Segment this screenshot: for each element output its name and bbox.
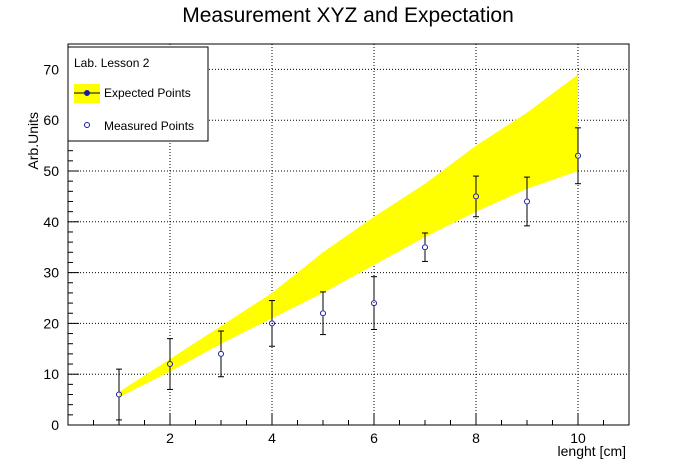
legend-measured-label: Measured Points: [104, 119, 194, 133]
y-tick-label: 10: [43, 366, 59, 382]
legend-expected-marker: [84, 90, 90, 96]
legend-measured-marker: [84, 122, 90, 128]
data-point: [524, 198, 530, 205]
y-tick-label: 50: [43, 163, 59, 179]
chart-title: Measurement XYZ and Expectation: [182, 4, 514, 27]
data-point: [167, 361, 173, 368]
expected-band-layer: [119, 74, 578, 398]
axis-ticks: 2 4 6 8 10 0 10 20 30 40 50 60 70: [43, 48, 604, 446]
x-tick-label: 10: [570, 430, 586, 446]
measured-points-layer: [116, 127, 581, 421]
y-axis-label: Arb.Units: [25, 112, 41, 170]
y-tick-label: 30: [43, 265, 59, 281]
data-point: [575, 152, 581, 159]
data-point: [269, 320, 275, 327]
x-tick-label: 4: [268, 430, 276, 446]
y-tick-label: 40: [43, 214, 59, 230]
expected-band: [119, 74, 578, 398]
x-tick-label: 8: [472, 430, 480, 446]
y-tick-label: 60: [43, 112, 59, 128]
data-point: [422, 244, 428, 251]
data-point: [371, 300, 377, 307]
x-axis-label: lenght [cm]: [558, 443, 626, 459]
x-tick-label: 6: [370, 430, 378, 446]
data-point: [473, 193, 479, 200]
y-tick-label: 20: [43, 315, 59, 331]
legend: Lab. Lesson 2 Expected Points Measured P…: [67, 46, 209, 142]
legend-expected-label: Expected Points: [104, 86, 191, 100]
y-tick-label: 70: [43, 61, 59, 77]
data-point: [116, 391, 122, 398]
data-point: [320, 310, 326, 317]
data-point: [218, 350, 224, 357]
y-tick-label: 0: [51, 417, 59, 433]
legend-title: Lab. Lesson 2: [74, 56, 150, 70]
x-tick-label: 2: [166, 430, 174, 446]
